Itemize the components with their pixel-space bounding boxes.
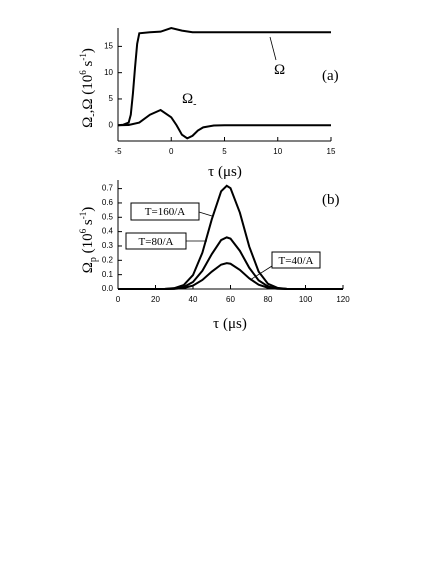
x-tick-label: 15 [327,147,336,156]
annotation-part: Ω [182,91,193,107]
panel-label: (a) [322,68,339,84]
data-line [117,108,331,140]
y-tick-label: 0.2 [102,255,114,264]
y-label-part: Ω [80,262,96,273]
annotation: T=160/A [145,206,185,218]
x-tick-label: 80 [264,295,273,304]
annotation: T=40/A [279,255,314,267]
x-tick-label: 100 [299,295,313,304]
x-tick-label: 0 [116,295,121,304]
y-label-part: ) [80,207,96,212]
y-tick-label: 0.4 [102,227,114,236]
data-line [118,262,343,290]
y-label-part: p [88,257,99,262]
y-label-part: (10 [80,233,96,257]
x-tick-label: -5 [114,147,122,156]
y-label-part: - [88,113,99,116]
x-tick-label: 60 [226,295,235,304]
y-tick-label: 15 [104,42,113,51]
y-tick-label: 0.5 [102,212,114,221]
data-line [117,26,331,127]
y-label-part: Ω [80,117,96,128]
annotation-arrow [269,36,277,61]
y-tick-label: 0.1 [102,270,114,279]
y-axis-label: Ω-,Ω (106 s-1) [78,48,99,128]
annotation: Ω- [182,91,197,110]
y-label-part: s [80,60,96,70]
x-tick-label: 120 [336,295,350,304]
y-tick-label: 5 [109,94,114,103]
y-tick-label: 0.7 [102,184,114,193]
y-axis-label: Ωp (106 s-1) [78,207,99,274]
annotation-box [130,202,200,221]
annotation-arrow [249,265,273,281]
y-tick-label: 0.6 [102,198,114,207]
x-tick-label: 40 [189,295,198,304]
x-tick-label: 0 [169,147,174,156]
x-axis-label: τ (μs) [208,164,242,180]
annotation: Ω [274,62,285,78]
y-tick-label: 0.0 [102,284,114,293]
y-tick-label: 0.3 [102,241,114,250]
x-tick-label: 5 [222,147,227,156]
annotation-arrow [198,211,213,217]
annotation-part: - [193,99,196,110]
x-tick-label: 10 [273,147,282,156]
y-label-part: -1 [78,53,88,61]
annotation-box [271,251,321,269]
annotation: T=80/A [139,236,174,248]
y-tick-label: 10 [104,68,113,77]
y-label-part: 6 [78,228,88,233]
x-tick-label: 20 [151,295,160,304]
x-axis-label: τ (μs) [213,316,247,332]
y-label-part: s [80,219,96,229]
y-label-part: 6 [78,70,88,75]
y-label-part: -1 [78,212,88,220]
y-label-part: ) [80,48,96,53]
y-tick-label: 0 [109,120,114,129]
panel-label: (b) [322,192,340,208]
y-label-part: ,Ω (10 [80,75,96,114]
